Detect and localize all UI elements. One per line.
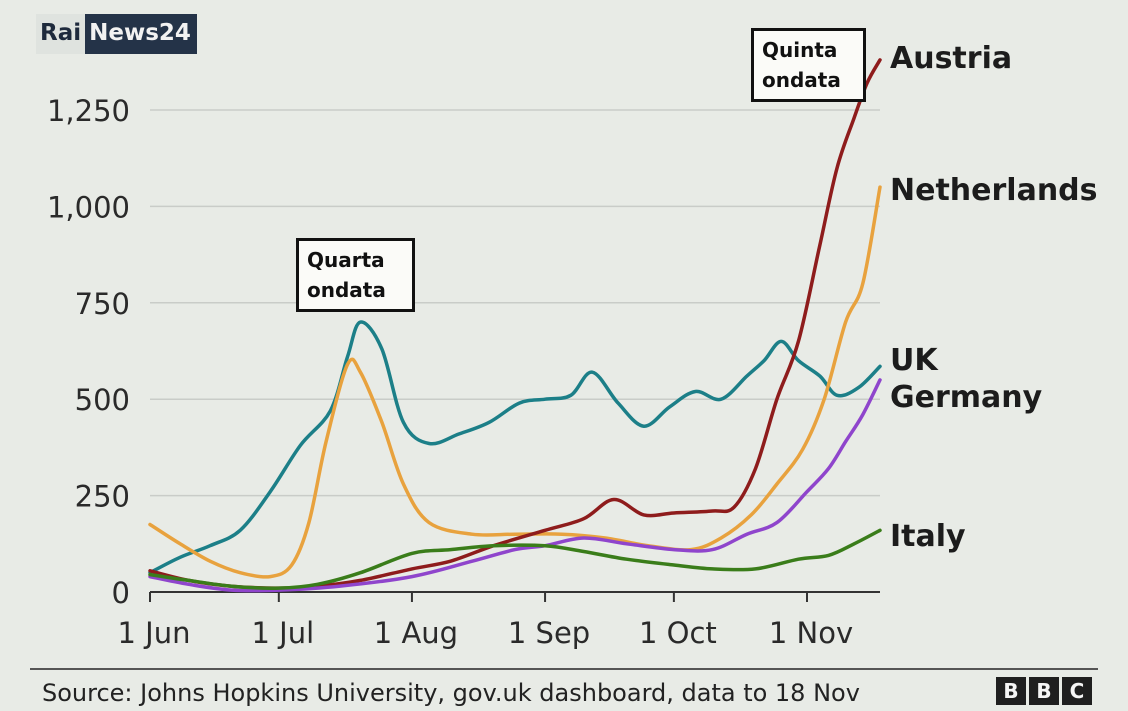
- series-label-germany: Germany: [890, 380, 1043, 415]
- bbc-logo: B B C: [996, 677, 1092, 705]
- series-label-uk: UK: [890, 343, 939, 378]
- annotation-quinta-line1: Quinta: [762, 38, 838, 62]
- logo-rai: Rai: [36, 14, 86, 54]
- series-line-uk: [148, 320, 882, 575]
- y-tick-label: 0: [112, 576, 130, 610]
- series-label-netherlands: Netherlands: [890, 173, 1098, 208]
- annotation-quarta-line2: ondata: [307, 278, 386, 302]
- series-lines: [148, 58, 882, 593]
- y-tick-label: 1,250: [47, 94, 130, 128]
- series-label-italy: Italy: [890, 519, 966, 554]
- x-tick-label: 1 Jul: [251, 616, 314, 650]
- y-tick-label: 750: [75, 287, 130, 321]
- annotation-quinta-line2: ondata: [762, 68, 841, 92]
- x-tick-label: 1 Jun: [118, 616, 191, 650]
- series-line-italy: [148, 528, 882, 590]
- bbc-letter-c: C: [1062, 677, 1092, 705]
- y-tick-label: 500: [75, 383, 130, 417]
- x-tick-label: 1 Nov: [769, 616, 853, 650]
- series-label-austria: Austria: [890, 41, 1012, 76]
- gridlines: [150, 109, 880, 497]
- series-line-netherlands: [148, 185, 882, 579]
- annotation-quarta-ondata: Quarta ondata: [296, 238, 415, 312]
- x-tick-label: 1 Aug: [374, 616, 458, 650]
- y-tick-label: 250: [75, 480, 130, 514]
- bbc-letter-b2: B: [1029, 677, 1059, 705]
- logo-news24: News24: [85, 14, 197, 54]
- bbc-letter-b1: B: [996, 677, 1026, 705]
- annotation-quinta-ondata: Quinta ondata: [751, 28, 866, 102]
- annotation-quarta-line1: Quarta: [307, 248, 385, 272]
- x-tick-label: 1 Sep: [508, 616, 590, 650]
- y-tick-label: 1,000: [47, 190, 130, 224]
- y-axis-ticks: 0 250 500 750 1,000 1,250: [47, 94, 130, 610]
- x-tick-label: 1 Oct: [639, 616, 717, 650]
- series-line-germany: [148, 378, 882, 593]
- rainews24-logo: Rai News24: [36, 14, 197, 54]
- footer-divider: [30, 668, 1098, 670]
- source-caption: Source: Johns Hopkins University, gov.uk…: [42, 679, 860, 707]
- x-axis-ticks: 1 Jun 1 Jul 1 Aug 1 Sep 1 Oct 1 Nov: [118, 592, 853, 650]
- series-line-austria: [148, 58, 882, 590]
